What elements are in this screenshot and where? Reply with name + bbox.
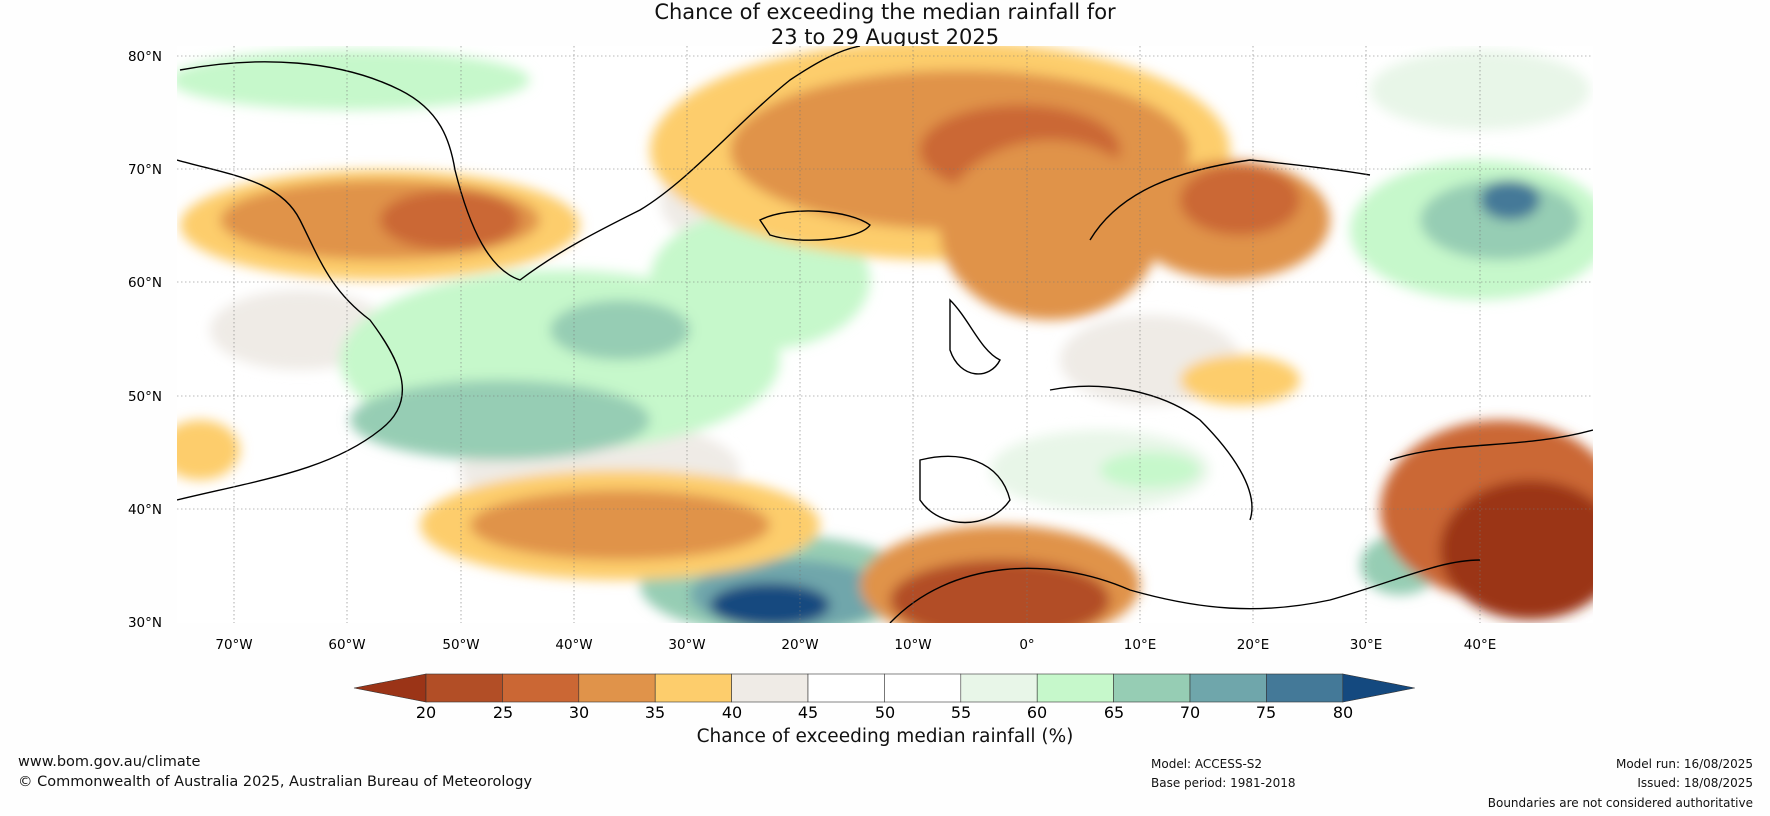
colorbar-extend-high	[1342, 673, 1415, 703]
colorbar-tick: 35	[645, 703, 665, 722]
title-line-2: 23 to 29 August 2025	[770, 25, 1000, 49]
colorbar-swatch	[1266, 673, 1344, 703]
lon-label: 40°W	[555, 637, 592, 653]
copyright-text: © Commonwealth of Australia 2025, Austra…	[18, 774, 533, 790]
lat-label: 30°N	[128, 615, 162, 631]
colorbar-swatch	[578, 673, 656, 703]
colorbar-swatch	[425, 673, 503, 703]
colorbar-swatch	[654, 673, 732, 703]
longitude-labels: 70°W 60°W 50°W 40°W 30°W 20°W 10°W 0° 10…	[215, 637, 1496, 653]
lon-label: 40°E	[1464, 637, 1496, 653]
gridlines	[177, 46, 1593, 623]
lon-label: 50°W	[442, 637, 479, 653]
lon-label: 20°E	[1237, 637, 1269, 653]
lon-label: 30°E	[1350, 637, 1382, 653]
website-link[interactable]: www.bom.gov.au/climate	[18, 754, 201, 770]
colorbar-extend-low	[353, 673, 427, 703]
lon-label: 20°W	[781, 637, 818, 653]
colorbar-tick: 50	[875, 703, 895, 722]
lat-label: 60°N	[128, 275, 162, 291]
colorbar-tick: 25	[493, 703, 513, 722]
coastlines	[177, 46, 1593, 623]
map-panel	[177, 46, 1593, 623]
colorbar-swatch	[731, 673, 809, 703]
title-line-1: Chance of exceeding the median rainfall …	[654, 0, 1116, 24]
lon-label: 0°	[1019, 637, 1034, 653]
colorbar-tick: 75	[1256, 703, 1276, 722]
colorbar-tick-labels: 20 25 30 35 40 45 50 55 60 65 70 75 80	[416, 703, 1353, 722]
lon-label: 60°W	[328, 637, 365, 653]
colorbar-swatch	[884, 673, 962, 703]
colorbar-swatch	[1189, 673, 1267, 703]
lat-label: 80°N	[128, 49, 162, 65]
base-period-text: Base period: 1981-2018	[1151, 776, 1296, 790]
colorbar-swatch	[807, 673, 885, 703]
colorbar-swatch	[1113, 673, 1191, 703]
lat-label: 50°N	[128, 389, 162, 405]
colorbar-swatch	[960, 673, 1038, 703]
colorbar-swatch	[502, 673, 580, 703]
model-text: Model: ACCESS-S2	[1151, 757, 1263, 771]
colorbar	[353, 673, 1415, 703]
disclaimer-text: Boundaries are not considered authoritat…	[1487, 796, 1753, 810]
lon-label: 30°W	[668, 637, 705, 653]
colorbar-tick: 45	[798, 703, 818, 722]
colorbar-tick: 30	[569, 703, 589, 722]
colorbar-tick: 70	[1180, 703, 1200, 722]
colorbar-title: Chance of exceeding median rainfall (%)	[696, 726, 1074, 747]
colorbar-tick: 60	[1027, 703, 1047, 722]
latitude-labels: 80°N 70°N 60°N 50°N 40°N 30°N	[128, 49, 162, 631]
colorbar-tick: 55	[951, 703, 971, 722]
issued-text: Issued: 18/08/2025	[1637, 776, 1753, 790]
colorbar-swatch	[1036, 673, 1114, 703]
lon-label: 10°W	[894, 637, 931, 653]
colorbar-tick: 80	[1333, 703, 1353, 722]
colorbar-tick: 65	[1104, 703, 1124, 722]
lon-label: 10°E	[1124, 637, 1156, 653]
lat-label: 70°N	[128, 162, 162, 178]
model-run-text: Model run: 16/08/2025	[1615, 757, 1753, 771]
map-title: Chance of exceeding the median rainfall …	[0, 0, 1770, 50]
lat-label: 40°N	[128, 502, 162, 518]
colorbar-tick: 20	[416, 703, 436, 722]
rainfall-anomaly-layer	[177, 46, 1593, 623]
colorbar-tick: 40	[722, 703, 742, 722]
lon-label: 70°W	[215, 637, 252, 653]
